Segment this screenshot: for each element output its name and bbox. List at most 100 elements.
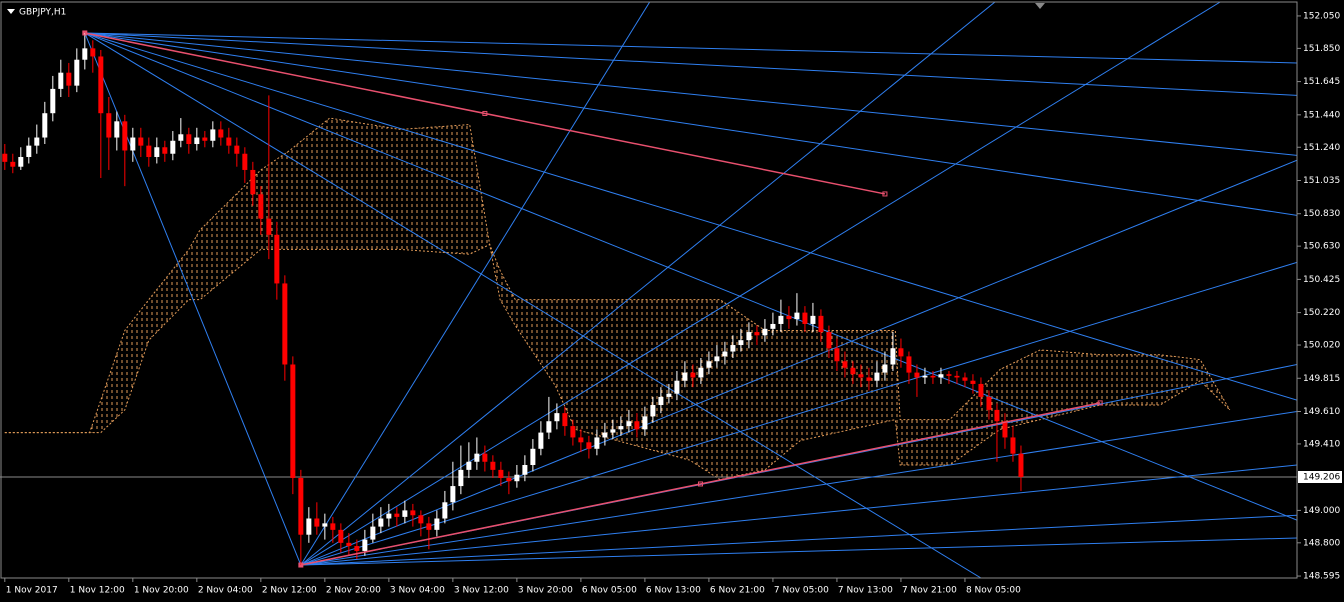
candle-body (914, 372, 920, 378)
candle-body (82, 48, 88, 60)
y-tick-label: 150.020 (1303, 341, 1340, 351)
candle-body (122, 121, 128, 151)
y-tick-label: 151.645 (1303, 77, 1340, 87)
candle-body (546, 421, 552, 433)
candle-body (850, 367, 856, 375)
candle-body (482, 453, 488, 462)
x-tick-label: 1 Nov 12:00 (70, 586, 125, 596)
shift-marker[interactable] (1035, 3, 1045, 9)
candle-body (146, 145, 152, 157)
gann-fan-line (84, 32, 1297, 216)
candle-body (810, 315, 816, 324)
candle-body (234, 145, 240, 154)
candle-body (266, 218, 272, 235)
candle-body (1002, 421, 1008, 438)
candle-body (50, 88, 56, 114)
candle-body (842, 361, 848, 368)
y-tick-label: 151.240 (1303, 143, 1340, 153)
candle-body (882, 364, 888, 373)
candle-body (866, 377, 872, 381)
trendline-handle (1097, 400, 1103, 406)
x-tick-label: 6 Nov 05:00 (582, 586, 637, 596)
candle-body (586, 442, 592, 449)
candle-body (498, 469, 504, 478)
candle-body (754, 332, 760, 336)
candle-body (930, 375, 936, 378)
candle-body (66, 72, 72, 86)
candle-body (530, 448, 536, 466)
candle-body (570, 426, 576, 438)
gann-fan-line (300, 261, 1297, 566)
y-tick-label: 148.595 (1303, 572, 1340, 582)
y-tick-label: 149.815 (1303, 374, 1340, 384)
candle-body (1018, 453, 1024, 478)
candle-body (674, 380, 680, 394)
current-price-label: 149.206 (1303, 473, 1340, 483)
gann-fan-line (84, 32, 1297, 521)
candle-body (410, 510, 416, 516)
gann-fan-line (84, 32, 302, 566)
candle-body (666, 393, 672, 397)
candle-body (162, 147, 168, 154)
candle-body (474, 453, 480, 462)
candle-body (218, 129, 224, 138)
ichimoku-cloud (4, 118, 1230, 480)
candle-body (954, 375, 960, 378)
candle-body (602, 432, 608, 438)
candle-body (98, 56, 104, 114)
candle-body (994, 409, 1000, 422)
gann-fan-line (300, 2, 651, 566)
x-tick-label: 7 Nov 05:00 (774, 586, 829, 596)
candle-body (274, 234, 280, 284)
candle-body (626, 421, 632, 427)
candle-body (154, 147, 160, 157)
candle-body (858, 374, 864, 378)
candle-body (170, 140, 176, 154)
gann-fan-line (84, 32, 1297, 64)
candle-body (34, 137, 40, 146)
candle-body (690, 372, 696, 378)
candle-body (330, 523, 336, 530)
candle-body (786, 315, 792, 320)
symbol-label: GBPJPY,H1 (19, 8, 66, 18)
candle-body (450, 486, 456, 503)
candle-body (210, 129, 216, 141)
candle-body (370, 526, 376, 540)
y-tick-label: 149.410 (1303, 439, 1340, 449)
candle-body (898, 348, 904, 357)
candle-body (794, 312, 800, 320)
x-tick-label: 6 Nov 21:00 (710, 586, 765, 596)
x-tick-label: 6 Nov 13:00 (646, 586, 701, 596)
trendline (300, 402, 1101, 566)
candle-body (354, 546, 360, 551)
y-tick-label: 150.220 (1303, 308, 1340, 318)
candle-body (658, 396, 664, 406)
candle-body (938, 374, 944, 378)
candle-body (978, 383, 984, 397)
candle-body (946, 374, 952, 376)
candle-body (114, 121, 120, 138)
candle-body (250, 169, 256, 195)
x-tick-label: 1 Nov 2017 (6, 586, 58, 596)
candle-body (698, 367, 704, 378)
candle-body (970, 380, 976, 384)
trendline-handle (298, 562, 304, 568)
candle-body (650, 405, 656, 417)
x-tick-label: 1 Nov 20:00 (134, 586, 189, 596)
candle-body (402, 510, 408, 517)
x-tick-label: 2 Nov 04:00 (198, 586, 253, 596)
y-tick-label: 150.425 (1303, 275, 1340, 285)
x-tick-label: 3 Nov 12:00 (454, 586, 509, 596)
candle-body (282, 283, 288, 365)
candle-body (418, 515, 424, 524)
candle-body (706, 361, 712, 368)
trendline-handle (82, 30, 88, 36)
gann-fan-line (84, 32, 982, 578)
trendline-handle (698, 481, 704, 487)
candle-body (802, 312, 808, 324)
candle-body (906, 356, 912, 373)
menu-arrow[interactable] (7, 9, 15, 14)
candle-body (194, 137, 200, 145)
candle-body (890, 348, 896, 365)
gann-fan-line (300, 514, 1297, 566)
